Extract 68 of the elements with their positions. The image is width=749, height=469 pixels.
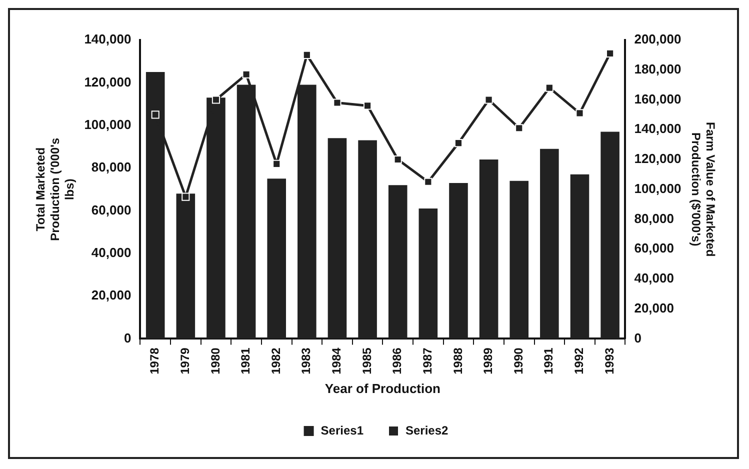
y-axis-title: Total Marketed Production ('000's lbs)	[34, 137, 76, 241]
y2-tick-label: 100,000	[634, 180, 682, 196]
x-tick-label: 1982	[268, 347, 283, 374]
x-tick-label: 1991	[542, 347, 556, 374]
bar	[418, 208, 438, 339]
y2-tick-label: 160,000	[634, 91, 682, 106]
y2-tick-label: 120,000	[634, 151, 682, 166]
y-tick-label: 80,000	[91, 160, 132, 175]
x-tick-label: 1981	[238, 347, 253, 374]
point	[182, 192, 190, 201]
y-tick-label: 120,000	[84, 74, 132, 90]
y2-axis-title: Farm Value of Marketed Production ($'000's)	[689, 122, 718, 257]
point	[302, 50, 311, 59]
y-tick-label: 0	[124, 330, 132, 346]
legend-label: Series1	[320, 423, 364, 438]
point	[515, 124, 524, 132]
x-tick-label: 1979	[178, 347, 192, 374]
bar	[328, 138, 347, 339]
point	[454, 139, 463, 148]
x-tick-label: 1988	[450, 347, 465, 374]
y-tick-label: 100,000	[84, 116, 132, 132]
point	[484, 96, 493, 104]
y-tick-label: 140,000	[84, 32, 132, 47]
point	[242, 70, 250, 78]
x-tick-label: 1986	[390, 347, 404, 374]
point	[272, 160, 281, 168]
x-tick-label: 1984	[330, 347, 344, 374]
point	[545, 84, 554, 92]
y2-tick-label: 20,000	[634, 300, 674, 316]
point	[424, 178, 432, 186]
y2-tick-label: 60,000	[634, 240, 674, 256]
x-tick-label: 1987	[420, 347, 434, 374]
y-tick-label: 60,000	[91, 202, 132, 218]
x-tick-label: 1980	[208, 347, 222, 374]
y2-tick-label: 140,000	[634, 121, 682, 136]
bar	[600, 132, 620, 339]
bar	[267, 178, 286, 339]
y2-tick-label: 80,000	[634, 210, 674, 226]
bar	[358, 140, 377, 339]
bar	[449, 182, 468, 339]
bar	[388, 185, 408, 339]
x-tick-label: 1990	[511, 347, 526, 374]
x-tick-label: 1989	[481, 347, 496, 374]
x-tick-label: 1983	[299, 347, 314, 374]
point	[333, 98, 342, 107]
x-axis-title: Year of Production	[324, 380, 441, 396]
x-tick-label: 1992	[572, 347, 586, 374]
x-tick-label: 1993	[602, 347, 616, 374]
bar	[479, 159, 498, 339]
y2-tick-label: 0	[634, 330, 642, 346]
point	[576, 109, 584, 118]
bar	[176, 194, 196, 339]
bar	[540, 148, 559, 339]
bar	[570, 174, 590, 339]
point	[394, 155, 402, 164]
legend-label: Series2	[406, 423, 449, 438]
x-tick-label: 1985	[360, 347, 374, 374]
point	[151, 110, 160, 119]
y-tick-label: 40,000	[91, 244, 132, 260]
x-tick-label: 1978	[148, 347, 162, 374]
y2-tick-label: 40,000	[634, 270, 674, 286]
point	[212, 96, 220, 104]
y2-tick-label: 180,000	[634, 61, 682, 76]
bar	[510, 180, 529, 339]
y-tick-label: 20,000	[91, 288, 132, 303]
point	[364, 102, 372, 110]
point	[606, 49, 614, 58]
y2-tick-label: 200,000	[634, 32, 682, 47]
